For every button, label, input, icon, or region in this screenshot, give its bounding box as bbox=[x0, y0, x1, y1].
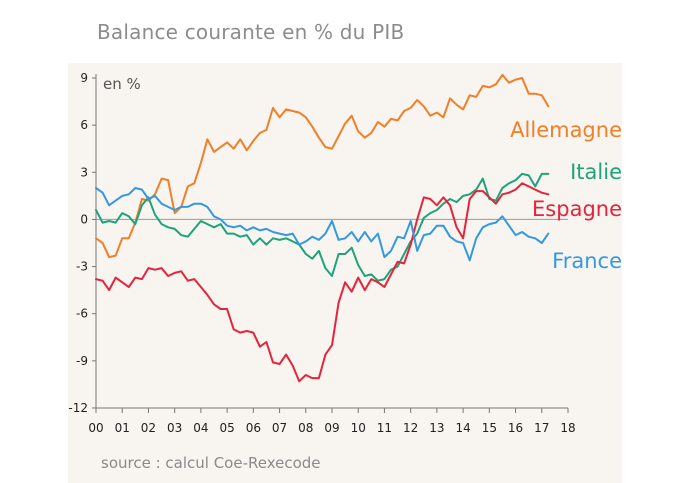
series-line-allemagne bbox=[95, 73, 550, 259]
x-tick-label: 01 bbox=[115, 421, 130, 435]
series-label-france: France bbox=[552, 249, 622, 273]
x-tick-label: 17 bbox=[534, 421, 549, 435]
y-tick-label: 6 bbox=[80, 118, 88, 132]
series-label-espagne: Espagne bbox=[532, 197, 622, 221]
series-line-espagne bbox=[95, 182, 550, 383]
x-tick-label: 02 bbox=[141, 421, 156, 435]
x-tick-label: 15 bbox=[482, 421, 497, 435]
y-axis-unit: en % bbox=[103, 75, 141, 93]
x-tick-label: 07 bbox=[272, 421, 287, 435]
x-tick-label: 18 bbox=[560, 421, 575, 435]
y-tick-label: 3 bbox=[80, 165, 88, 179]
x-tick-label: 10 bbox=[351, 421, 366, 435]
x-tick-label: 03 bbox=[167, 421, 182, 435]
x-tick-label: 06 bbox=[246, 421, 261, 435]
y-tick-label: -6 bbox=[76, 307, 88, 321]
x-tick-label: 04 bbox=[193, 421, 208, 435]
series-labels: Allemagne Italie Espagne France bbox=[510, 118, 622, 273]
x-tick-label: 11 bbox=[377, 421, 392, 435]
y-tick-label: 9 bbox=[80, 71, 88, 85]
plot-panel bbox=[68, 63, 622, 483]
series-line-italie bbox=[95, 172, 550, 282]
y-tick-label: -12 bbox=[68, 401, 88, 415]
x-tick-label: 13 bbox=[429, 421, 444, 435]
chart-title: Balance courante en % du PIB bbox=[97, 20, 405, 44]
source-note: source : calcul Coe-Rexecode bbox=[101, 454, 321, 472]
series-line-france bbox=[95, 187, 550, 262]
x-tick-label: 05 bbox=[219, 421, 234, 435]
x-tick-label: 00 bbox=[88, 421, 103, 435]
x-tick-label: 16 bbox=[508, 421, 523, 435]
x-tick-label: 09 bbox=[324, 421, 339, 435]
series-label-allemagne: Allemagne bbox=[510, 118, 622, 142]
series-lines bbox=[95, 73, 550, 383]
y-tick-label: -3 bbox=[76, 260, 88, 274]
x-tick-label: 14 bbox=[455, 421, 470, 435]
y-tick-label: 0 bbox=[80, 212, 88, 226]
x-tick-label: 08 bbox=[298, 421, 313, 435]
series-label-italie: Italie bbox=[570, 160, 622, 184]
x-tick-label: 12 bbox=[403, 421, 418, 435]
y-tick-label: -9 bbox=[76, 354, 88, 368]
